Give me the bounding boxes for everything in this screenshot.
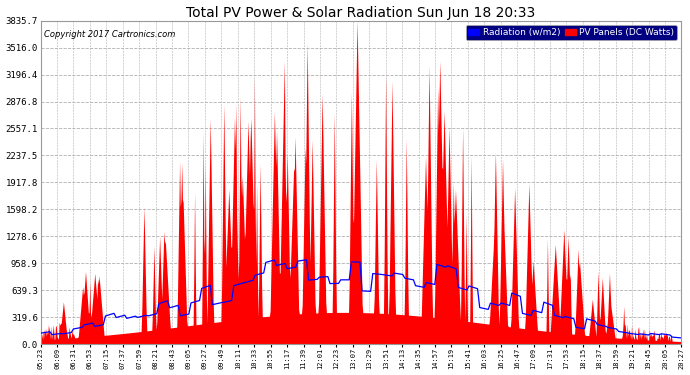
Legend: Radiation (w/m2), PV Panels (DC Watts): Radiation (w/m2), PV Panels (DC Watts) [466, 25, 677, 40]
Text: Copyright 2017 Cartronics.com: Copyright 2017 Cartronics.com [43, 30, 175, 39]
Title: Total PV Power & Solar Radiation Sun Jun 18 20:33: Total PV Power & Solar Radiation Sun Jun… [186, 6, 535, 20]
